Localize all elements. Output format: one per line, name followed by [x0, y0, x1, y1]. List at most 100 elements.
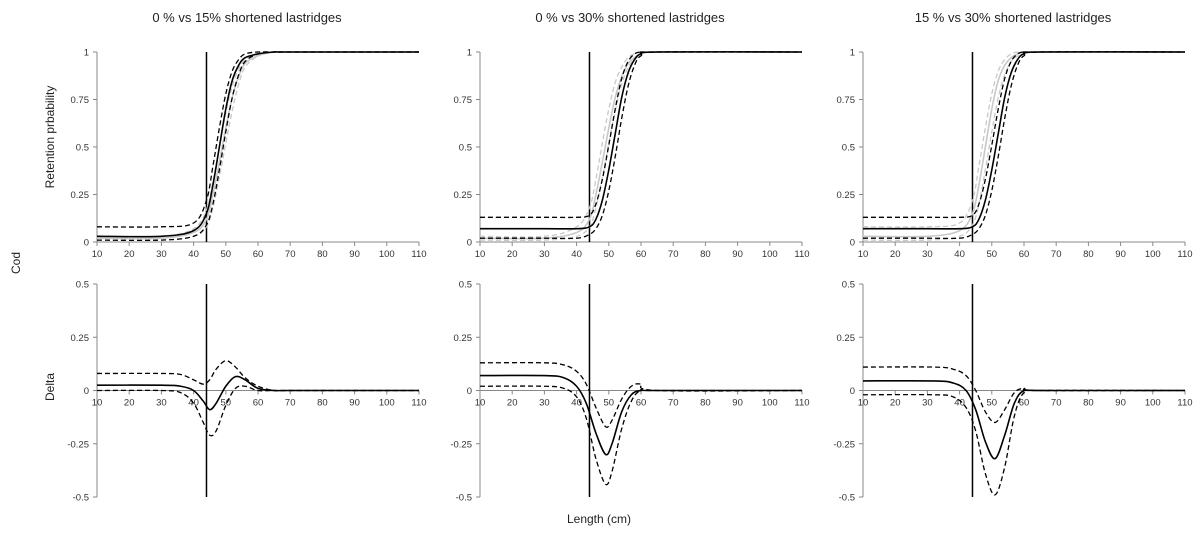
series-line-gray-dashed-1: [479, 51, 803, 242]
x-tick-label: 110: [411, 249, 426, 260]
series-line-gray-solid-0: [479, 51, 803, 240]
y-tick-label: 0.5: [842, 280, 855, 291]
series-line-gray-solid-0: [862, 51, 1185, 238]
y-tick-label: 0.25: [454, 333, 473, 344]
series-line-black-solid-3: [480, 51, 803, 230]
y-tick-label: 0.5: [76, 280, 89, 291]
x-tick-label: 10: [92, 398, 103, 409]
x-tick-label: 90: [732, 398, 743, 409]
x-tick-label: 40: [571, 249, 582, 260]
x-tick-label: 20: [507, 249, 518, 260]
x-tick-label: 30: [539, 398, 550, 409]
x-tick-label: 10: [475, 398, 486, 409]
y-tick-label: 0.5: [76, 143, 89, 154]
series-line-gray-dashed-2: [862, 51, 1185, 228]
x-tick-label: 70: [668, 249, 679, 260]
panel-bottom-middle: -0.5 -0.25 0 0.25 0.5 10 20 30 40 50 60 70 80 90 100 11…: [450, 280, 809, 504]
series-line-black-dashed-4: [96, 51, 419, 242]
y-tick-label: 1: [467, 48, 472, 59]
x-tick-label: 20: [890, 249, 901, 260]
y-tick-label: 0: [850, 238, 855, 249]
x-tick-label: 90: [349, 249, 360, 260]
x-tick-label: 90: [732, 249, 743, 260]
series-line-gray-dashed-2: [479, 51, 802, 238]
y-tick-label: 0.25: [837, 333, 856, 344]
series-line-gray-dashed-2: [96, 51, 419, 238]
title-panel-middle: 0 % vs 30% shortened lastridges: [535, 10, 725, 25]
series-line-black-dashed-2: [862, 389, 1186, 496]
y-tick-label: 0.75: [454, 95, 473, 106]
y-tick-label: 0.25: [71, 190, 90, 201]
x-tick-label: 30: [922, 398, 933, 409]
x-tick-label: 40: [571, 398, 582, 409]
y-tick-label: 0.25: [454, 190, 473, 201]
x-tick-label: 60: [253, 249, 264, 260]
series-line-black-dashed-5: [96, 51, 419, 228]
y-tick-label: 0: [84, 386, 89, 397]
series-line-black-dashed-1: [479, 362, 803, 428]
y-tick-label: -0.5: [456, 493, 472, 504]
x-tick-label: 40: [954, 249, 965, 260]
y-tick-label: 0: [84, 238, 89, 249]
x-tick-label: 40: [188, 249, 199, 260]
x-tick-label: 50: [987, 398, 998, 409]
y-tick-label: 0.75: [71, 95, 90, 106]
series-line-gray-dashed-1: [862, 51, 1185, 242]
x-tick-label: 10: [858, 398, 869, 409]
y-tick-label: 0.5: [459, 143, 472, 154]
x-tick-label: 10: [475, 249, 486, 260]
y-tick-label: -0.25: [833, 439, 855, 450]
x-tick-label: 40: [954, 398, 965, 409]
y-tick-label: 0.25: [837, 190, 856, 201]
x-tick-label: 90: [349, 398, 360, 409]
y-tick-label: -0.5: [839, 493, 855, 504]
series-line-black-dashed-4: [862, 51, 1186, 240]
x-tick-label: 20: [890, 398, 901, 409]
x-tick-label: 100: [762, 249, 778, 260]
y-tick-label: -0.25: [450, 439, 472, 450]
x-tick-label: 60: [636, 398, 647, 409]
series-line-black-solid-3: [863, 51, 1186, 230]
series-line-black-dashed-4: [479, 51, 803, 240]
x-tick-label: 80: [700, 249, 711, 260]
y-tick-label: 0: [467, 238, 472, 249]
x-tick-label: 70: [1051, 249, 1062, 260]
x-tick-label: 10: [92, 249, 103, 260]
y-tick-label: 0.5: [459, 280, 472, 291]
x-tick-label: 110: [1177, 398, 1192, 409]
y-tick-label: 0: [850, 386, 855, 397]
series-line-black-solid-3: [96, 51, 419, 238]
x-tick-label: 50: [987, 249, 998, 260]
y-tick-label: -0.25: [67, 439, 89, 450]
series-line-gray-solid-0: [96, 50, 419, 240]
x-tick-label: 90: [1115, 249, 1126, 260]
x-tick-label: 70: [1051, 398, 1062, 409]
series-line-black-dashed-2: [479, 385, 802, 486]
x-tick-label: 100: [1145, 249, 1161, 260]
x-tick-label: 70: [285, 398, 296, 409]
x-tick-label: 100: [1145, 398, 1161, 409]
y-tick-label: -0.5: [73, 493, 89, 504]
x-tick-label: 70: [285, 249, 296, 260]
x-tick-label: 80: [317, 398, 328, 409]
x-tick-label: 110: [794, 249, 809, 260]
x-tick-label: 100: [762, 398, 778, 409]
x-tick-label: 30: [156, 398, 167, 409]
y-tick-label: 1: [84, 48, 89, 59]
title-panel-right: 15 % vs 30% shortened lastridges: [914, 10, 1112, 25]
y-tick-label: 0.75: [837, 95, 856, 106]
x-tick-label: 50: [604, 249, 615, 260]
x-tick-label: 20: [124, 249, 135, 260]
x-tick-label: 80: [1083, 249, 1094, 260]
xlabel-length: Length (cm): [566, 512, 632, 526]
x-tick-label: 90: [1115, 398, 1126, 409]
ylabel-delta: Delta: [43, 373, 57, 402]
y-tick-label: 0.5: [842, 143, 855, 154]
x-tick-label: 80: [1083, 398, 1094, 409]
x-tick-label: 100: [379, 398, 395, 409]
x-tick-label: 30: [539, 249, 550, 260]
